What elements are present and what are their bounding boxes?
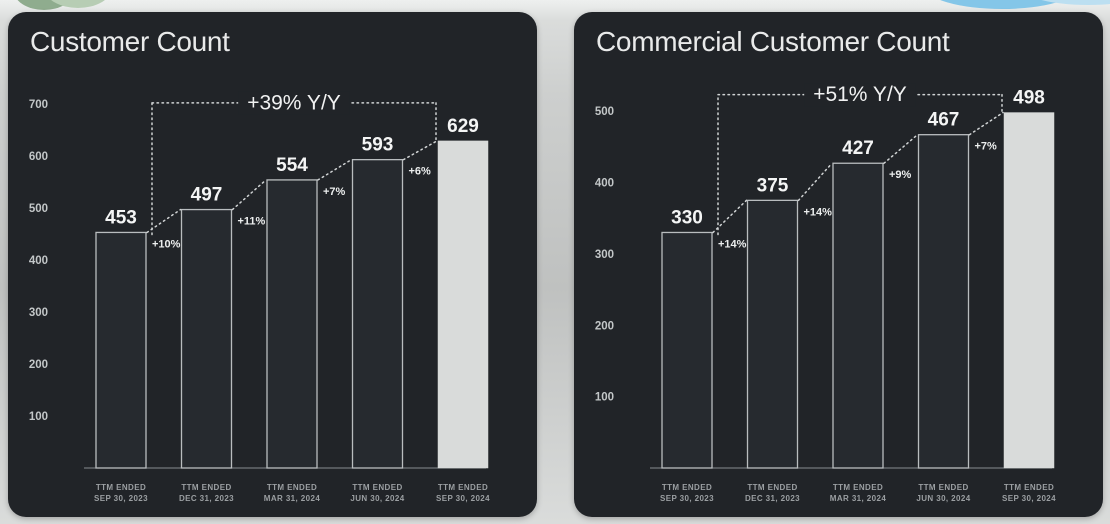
bar: [746, 199, 799, 469]
bar: [832, 162, 884, 469]
bar-value-label: 453: [105, 207, 137, 228]
y-tick-label: 500: [29, 203, 48, 215]
bar-value-label: 497: [191, 185, 223, 206]
x-axis-label-line1: TTM ENDED: [96, 483, 146, 492]
x-axis-label-line2: JUN 30, 2024: [350, 494, 404, 503]
y-tick-label: 200: [29, 359, 48, 371]
growth-label: +10%: [152, 238, 181, 250]
y-tick-label: 100: [595, 392, 614, 404]
x-axis-label-line1: TTM ENDED: [181, 483, 231, 492]
blue-wave-shape-light: [1041, 0, 1110, 5]
x-axis-label-line2: SEP 30, 2023: [94, 494, 148, 503]
x-axis-label-line2: DEC 31, 2023: [745, 494, 800, 503]
x-axis-label-line1: TTM ENDED: [267, 483, 317, 492]
growth-connector-line: [231, 179, 267, 211]
x-axis-label-line2: MAR 31, 2024: [830, 494, 887, 503]
y-tick-label: 400: [29, 255, 48, 267]
y-tick-label: 300: [595, 249, 614, 261]
bar-value-label: 629: [447, 116, 479, 137]
growth-connector-line: [883, 133, 919, 164]
x-axis-label-line1: TTM ENDED: [747, 483, 797, 492]
growth-label: +14%: [718, 238, 747, 250]
bar: [180, 208, 233, 469]
x-axis-label-line2: SEP 30, 2024: [1002, 494, 1056, 503]
y-tick-label: 400: [595, 178, 614, 190]
bar: [661, 231, 713, 469]
growth-connector-line: [402, 140, 438, 161]
x-axis-label-line1: TTM ENDED: [918, 483, 968, 492]
bar-value-label: 427: [842, 138, 874, 159]
y-tick-label: 300: [29, 307, 48, 319]
growth-label: +11%: [238, 216, 266, 228]
growth-label: +7%: [975, 141, 998, 153]
yoy-annotation-underlay: [804, 83, 916, 107]
blue-wave-shape-main: [940, 0, 1064, 9]
bar-value-label: 330: [671, 207, 703, 228]
x-axis-label-line2: DEC 31, 2023: [179, 494, 234, 503]
chart-title-commercial-customer-count: Commercial Customer Count: [596, 26, 950, 57]
y-tick-label: 500: [595, 106, 614, 118]
x-axis-label-line2: SEP 30, 2024: [436, 494, 490, 503]
green-leaf-shape-dark: [17, 0, 71, 10]
bar-value-label: 467: [928, 110, 960, 131]
x-axis-label-line1: TTM ENDED: [662, 483, 712, 492]
x-axis-label-line2: JUN 30, 2024: [916, 494, 970, 503]
customer-count-chart: 700 600 500 400 300 200 100 453 497 554 593 629 +10%…: [29, 91, 490, 503]
bar-value-label: 375: [757, 175, 789, 196]
growth-connector-line: [797, 162, 833, 202]
highlighted-bar: [437, 140, 489, 469]
growth-label: +7%: [323, 186, 346, 198]
commercial-customer-count-chart: 500 400 300 200 100 330 375 427 467 498 +14% +14% +9…: [595, 83, 1056, 503]
y-tick-label: 600: [29, 151, 48, 163]
commercial-customer-count-panel: Commercial Customer Count 500 400 300 200 10…: [574, 12, 1103, 517]
x-axis-label-line1: TTM ENDED: [438, 483, 488, 492]
y-tick-label: 700: [29, 99, 48, 111]
green-leaf-shape-light: [51, 0, 105, 8]
customer-count-panel: Customer Count 700 600 500 400 300 200 100 453 4…: [8, 12, 537, 517]
yoy-annotation-underlay: [238, 91, 350, 115]
bar-value-label: 554: [276, 155, 308, 176]
x-axis-label-line1: TTM ENDED: [833, 483, 883, 492]
growth-label: +6%: [409, 166, 432, 178]
yoy-annotation: +39% Y/Y: [247, 91, 341, 114]
yoy-annotation: +51% Y/Y: [813, 83, 907, 106]
x-axis-label-line1: TTM ENDED: [1004, 483, 1054, 492]
highlighted-bar: [1003, 112, 1055, 469]
y-tick-label: 100: [29, 411, 48, 423]
x-axis-label-line2: MAR 31, 2024: [264, 494, 321, 503]
x-axis-label-line2: SEP 30, 2023: [660, 494, 714, 503]
bar: [917, 134, 970, 469]
bar-value-label: 498: [1013, 88, 1045, 109]
growth-connector-line: [317, 158, 353, 181]
growth-label: +14%: [804, 206, 833, 218]
bar: [95, 231, 147, 469]
bar-value-label: 593: [362, 135, 394, 156]
chart-title-customer-count: Customer Count: [30, 26, 230, 57]
growth-connector-line: [968, 111, 1004, 136]
growth-label: +9%: [889, 169, 912, 181]
bar: [351, 158, 404, 469]
bar: [266, 179, 318, 469]
x-axis-label-line1: TTM ENDED: [352, 483, 402, 492]
y-tick-label: 200: [595, 320, 614, 332]
